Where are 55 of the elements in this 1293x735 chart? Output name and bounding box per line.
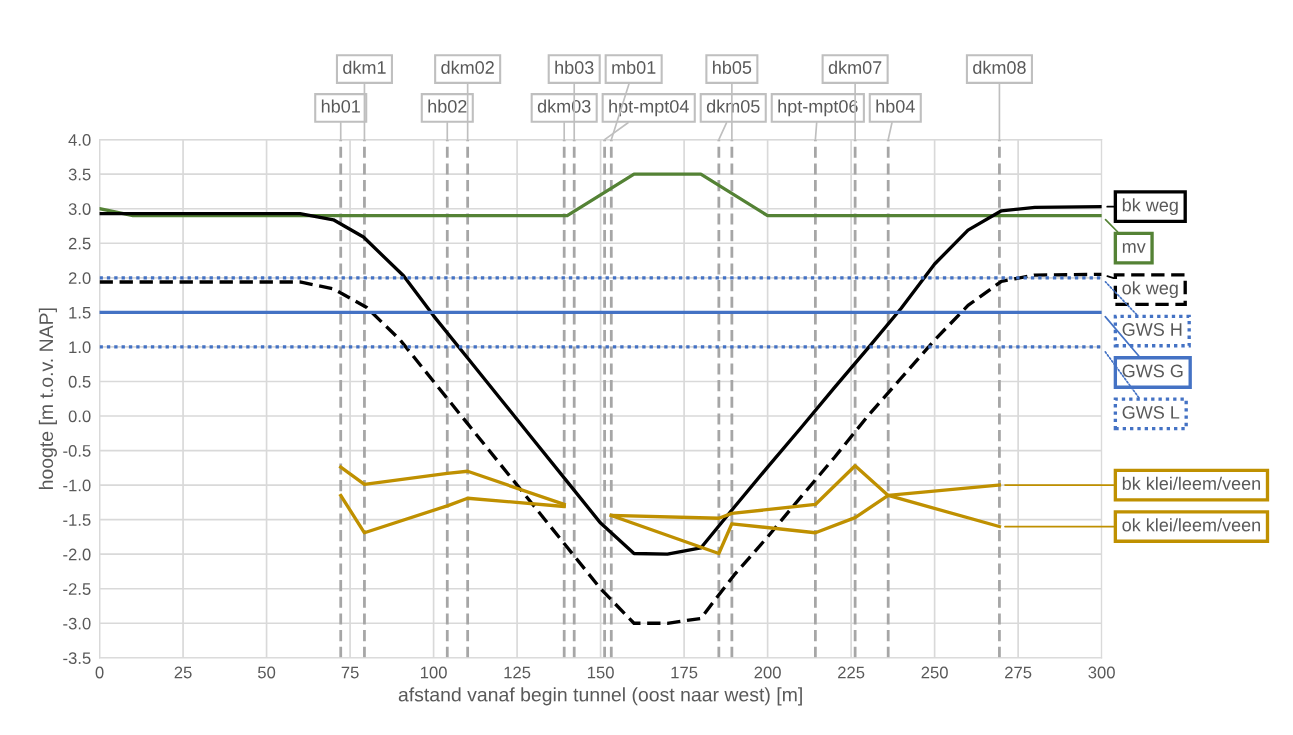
- ref-line-label: dkm1: [343, 60, 386, 74]
- x-tick-label: 250: [921, 666, 948, 679]
- y-tick-label: 2.0: [68, 272, 91, 285]
- y-tick-label: -0.5: [63, 444, 91, 457]
- y-tick-label: -1.0: [63, 479, 91, 492]
- x-tick-label: 300: [1088, 666, 1115, 679]
- ref-line-label: dkm08: [973, 60, 1026, 74]
- x-tick-label: 150: [587, 666, 614, 679]
- x-tick-label: 225: [838, 666, 865, 679]
- y-tick-label: -3.0: [63, 617, 91, 630]
- x-tick-label: 175: [671, 666, 698, 679]
- x-tick-label: 25: [174, 666, 192, 679]
- line-series: [99, 272, 1102, 625]
- ref-line-label: dkm05: [706, 99, 760, 113]
- ref-line-label: hb04: [876, 99, 915, 113]
- legend-label: GWS G: [1122, 364, 1183, 378]
- y-tick-label: 3.5: [68, 168, 91, 181]
- ref-line-label: hpt-mpt04: [609, 99, 689, 117]
- y-tick-label: 0.5: [68, 375, 91, 388]
- text: bk klei/leem/veen: [1122, 476, 1260, 490]
- x-tick-label: 125: [504, 666, 531, 679]
- y-tick-label: -3.5: [63, 652, 91, 665]
- legend-label: GWS L: [1122, 406, 1180, 419]
- legend-label: GWS H: [1122, 323, 1182, 336]
- ref-line-label: dkm03: [537, 99, 591, 113]
- y-tick-label: 0.0: [68, 410, 91, 423]
- y-tick-label: -1.5: [63, 514, 91, 526]
- y-tick-label: 4.0: [68, 134, 91, 146]
- y-axis-title: hoogte [m t.o.v. NAP]: [38, 308, 57, 490]
- x-axis-title: afstand vanaf begin tunnel (oost naar west) [m]: [398, 687, 802, 706]
- x-tick-label: 75: [341, 666, 359, 679]
- legend-label: mv: [1122, 243, 1146, 253]
- y-tick-label: -2.0: [63, 548, 91, 561]
- ref-line-label: hpt-mpt06: [778, 99, 858, 117]
- series-label: bk weg: [1122, 198, 1178, 216]
- line-series: [99, 205, 1102, 556]
- ref-line-label: hb05: [713, 60, 752, 74]
- ref-line-label: dkm07: [828, 60, 882, 74]
- x-tick-label: 200: [754, 666, 781, 679]
- ref-line-label: dkm02: [441, 60, 494, 74]
- x-tick-label: 0: [95, 666, 104, 679]
- x-tick-label: 50: [257, 666, 276, 679]
- ref-line-label: hb02: [428, 99, 467, 113]
- text: ok klei/leem/veen: [1122, 518, 1260, 532]
- legend-label: ok weg: [1122, 281, 1178, 298]
- y-tick-label: 3.0: [68, 203, 91, 215]
- ref-line-label: hb03: [555, 60, 594, 74]
- ref-line-label: mb01: [612, 60, 656, 74]
- x-tick-label: 275: [1005, 666, 1032, 679]
- x-tick-label: 100: [420, 666, 447, 679]
- y-tick-label: 2.5: [68, 237, 91, 250]
- y-tick-label: 1.5: [69, 306, 91, 319]
- ref-line-label: hb01: [321, 99, 360, 113]
- y-tick-label: -2.5: [63, 583, 91, 595]
- y-tick-label: 1.0: [69, 341, 91, 354]
